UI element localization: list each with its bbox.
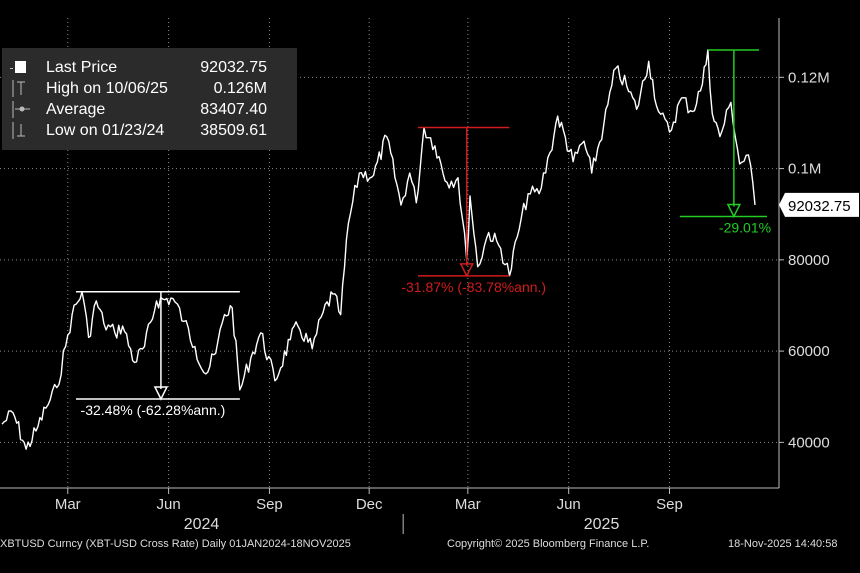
legend-label: Average: [46, 101, 106, 118]
legend-label: Last Price: [46, 59, 118, 76]
y-tick-label: 0.1M: [788, 161, 821, 178]
legend-item-average: Average 83407.40: [2, 99, 297, 120]
y-tick-label: 0.12M: [788, 69, 830, 86]
last-price-tag-bg: [779, 192, 859, 217]
price-line: [1, 49, 756, 450]
last-price-swatch-icon: [10, 57, 32, 78]
drawdown-label: -32.48% (-62.28%ann.): [81, 402, 226, 418]
x-tick-label: Mar: [455, 496, 481, 513]
drawdown-label: -29.01%: [719, 219, 771, 235]
drawdown-arrow-head: [726, 203, 742, 219]
x-tick-label: Jun: [157, 496, 181, 513]
legend-panel: Last Price 92032.75 High on 10/06/25 0.1…: [2, 48, 297, 150]
legend-label: Low on 01/23/24: [46, 122, 165, 139]
high-marker-icon: [10, 78, 32, 99]
y-tick-label: 80000: [788, 252, 830, 269]
last-price-tag-label: 92032.75: [788, 198, 851, 215]
legend-item-last-price: Last Price 92032.75: [2, 57, 297, 78]
x-tick-label: Jun: [557, 496, 581, 513]
footer-security-description: XBTUSD Curncy (XBT-USD Cross Rate) Daily…: [0, 538, 351, 550]
drawdown-label: -31.87% (-83.78%ann.): [401, 279, 546, 295]
x-year-label: 2025: [584, 516, 620, 533]
x-tick-label: Mar: [55, 496, 81, 513]
legend-item-high: High on 10/06/25 0.126M: [2, 78, 297, 99]
y-tick-label: 40000: [788, 434, 830, 451]
x-year-label: 2024: [184, 516, 220, 533]
low-marker-icon: [10, 120, 32, 141]
footer-timestamp: 18-Nov-2025 14:40:58: [728, 538, 838, 550]
legend-value: 92032.75: [200, 59, 267, 76]
x-tick-label: Dec: [356, 496, 383, 513]
legend-item-low: Low on 01/23/24 38509.61: [2, 120, 297, 141]
legend-value: 83407.40: [200, 101, 267, 118]
legend-label: High on 10/06/25: [46, 80, 168, 97]
footer-copyright: Copyright© 2025 Bloomberg Finance L.P.: [447, 538, 650, 550]
legend-value: 38509.61: [200, 122, 267, 139]
y-tick-label: 60000: [788, 343, 830, 360]
x-tick-label: Sep: [256, 496, 283, 513]
drawdown-arrow-head: [153, 386, 169, 401]
legend-value: 0.126M: [213, 80, 267, 97]
drawdown-arrow-head: [459, 263, 474, 278]
average-marker-icon: [10, 99, 32, 120]
x-tick-label: Sep: [656, 496, 683, 513]
